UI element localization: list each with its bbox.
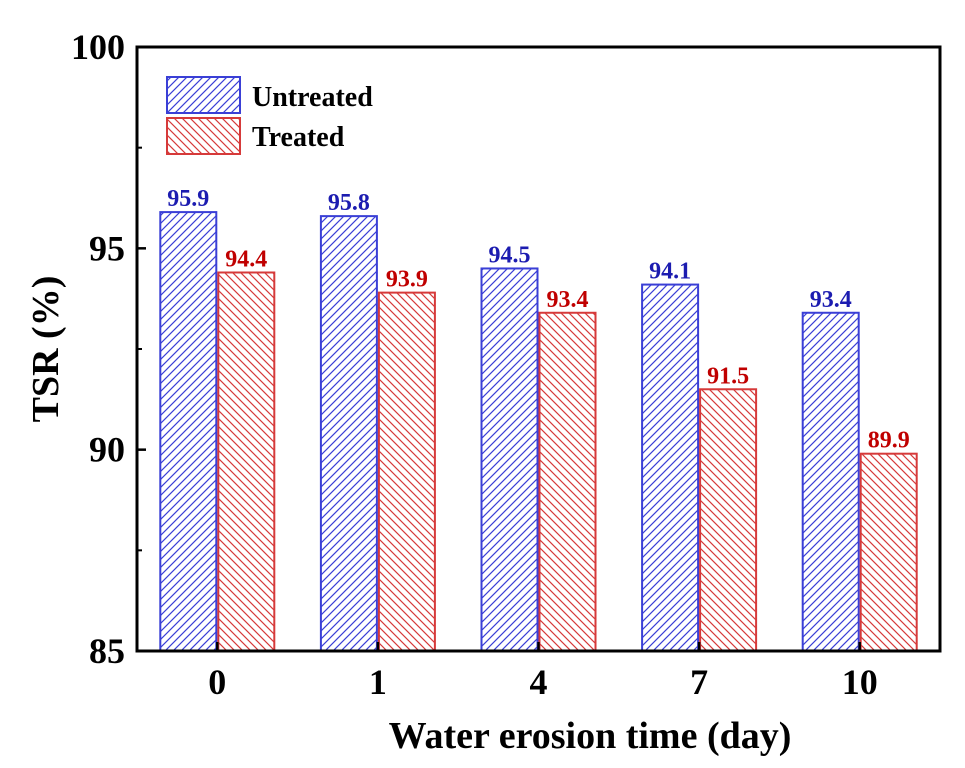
bar-untreated-1 — [319, 215, 378, 652]
bar-treated-10 — [859, 452, 918, 652]
bar-untreated-4 — [480, 267, 539, 652]
bar-treated-1 — [377, 291, 436, 652]
x-axis: 0 1 4 7 10 — [208, 642, 878, 702]
data-label-untreated-7: 94.1 — [649, 259, 691, 285]
x-tick-label-1: 1 — [369, 662, 387, 702]
y-axis-title: TSR (%) — [25, 276, 67, 423]
x-tick-label-10: 10 — [842, 662, 878, 702]
bar-untreated-10 — [801, 311, 860, 652]
data-label-treated-1: 93.9 — [386, 267, 428, 293]
y-axis: 85 90 95 100 — [71, 27, 146, 671]
y-tick-label-95: 95 — [89, 228, 125, 268]
data-label-treated-10: 89.9 — [868, 428, 910, 454]
data-label-untreated-10: 93.4 — [810, 287, 852, 313]
x-tick-label-0: 0 — [208, 662, 226, 702]
x-tick-label-4: 4 — [530, 662, 548, 702]
y-tick-label-85: 85 — [89, 631, 125, 671]
legend-label-untreated: Untreated — [252, 82, 373, 113]
legend-label-treated: Treated — [252, 122, 345, 153]
data-label-treated-7: 91.5 — [707, 363, 749, 389]
bar-treated-4 — [538, 311, 597, 652]
data-label-untreated-0: 95.9 — [167, 186, 209, 212]
data-labels-group: 95.9 94.4 95.8 93.9 94.5 93.4 94.1 91.5 93.4 89.9 — [167, 186, 909, 454]
legend-swatch-treated — [166, 117, 241, 155]
bar-treated-7 — [699, 388, 758, 652]
legend-swatch-untreated — [166, 76, 241, 114]
y-tick-label-100: 100 — [71, 27, 125, 67]
bars-group — [159, 211, 918, 653]
data-label-untreated-1: 95.8 — [328, 190, 370, 216]
y-tick-label-90: 90 — [89, 430, 125, 470]
bar-untreated-0 — [159, 211, 218, 653]
data-label-untreated-4: 94.5 — [489, 242, 531, 268]
bar-untreated-7 — [641, 283, 700, 652]
x-axis-title: Water erosion time (day) — [389, 715, 792, 757]
data-label-treated-0: 94.4 — [225, 246, 267, 272]
legend: Untreated Treated — [166, 76, 373, 155]
data-label-treated-4: 93.4 — [547, 287, 589, 313]
x-tick-label-7: 7 — [690, 662, 708, 702]
bar-treated-0 — [217, 271, 276, 652]
